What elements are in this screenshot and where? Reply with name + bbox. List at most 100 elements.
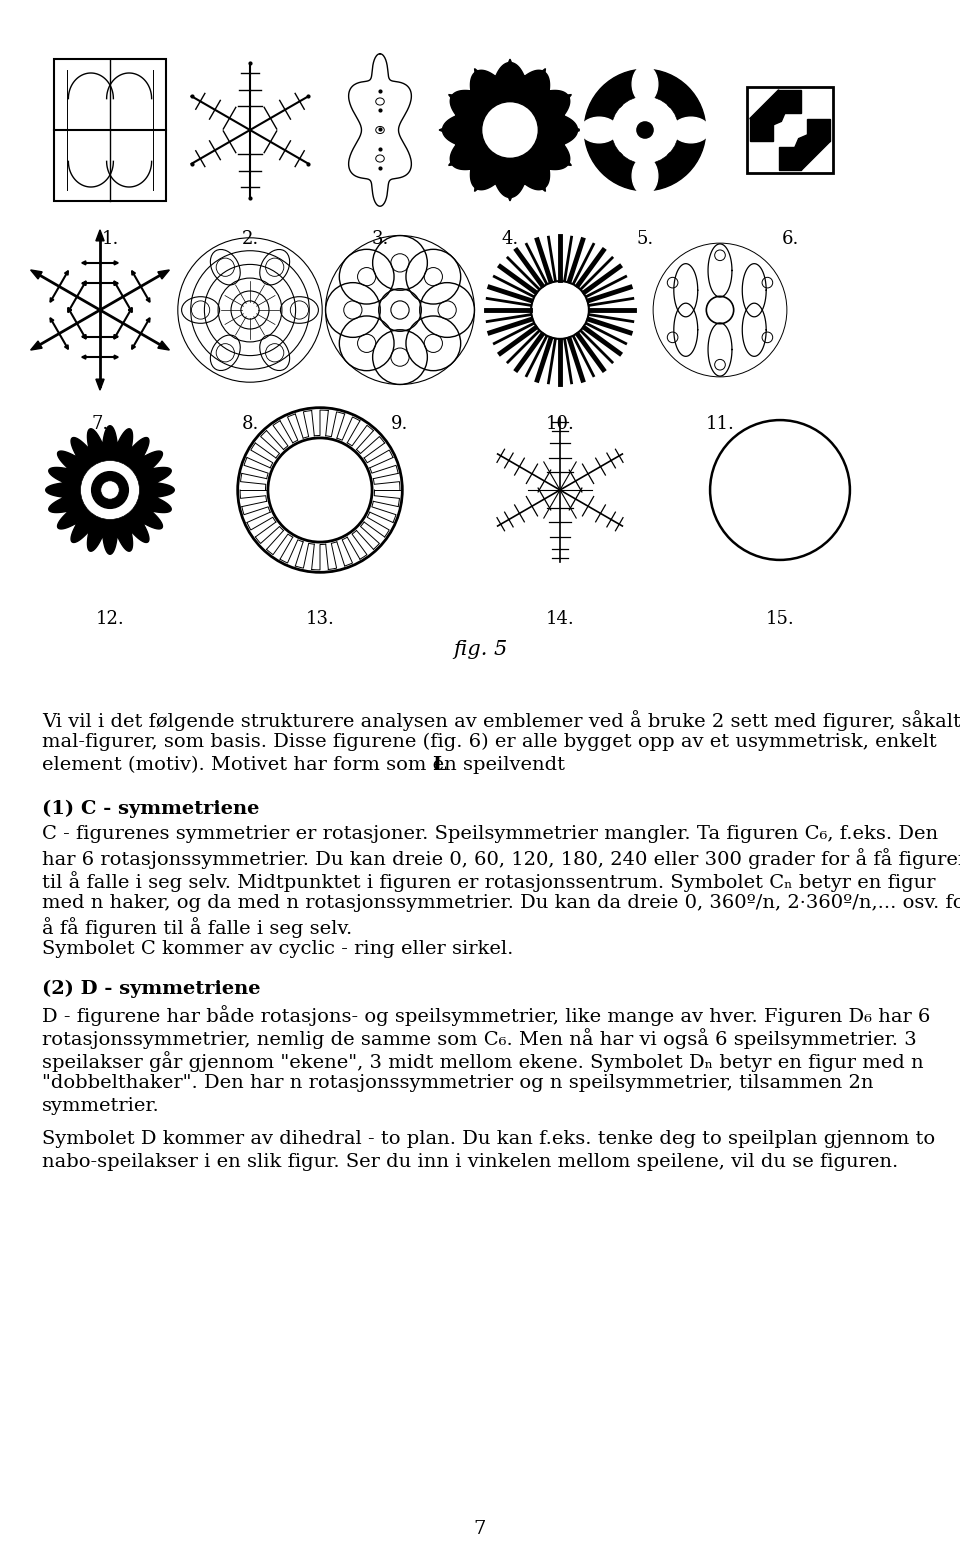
Text: 11.: 11. xyxy=(706,414,734,433)
Polygon shape xyxy=(448,151,466,165)
Ellipse shape xyxy=(633,65,658,103)
Polygon shape xyxy=(532,69,545,86)
Text: (2) D - symmetriene: (2) D - symmetriene xyxy=(42,980,260,999)
Text: 12.: 12. xyxy=(96,611,125,628)
Polygon shape xyxy=(114,335,118,338)
Polygon shape xyxy=(554,151,571,165)
Circle shape xyxy=(585,69,706,190)
Text: Symbolet C kommer av cyclic - ring eller sirkel.: Symbolet C kommer av cyclic - ring eller… xyxy=(42,939,514,958)
Polygon shape xyxy=(114,260,118,265)
Polygon shape xyxy=(114,335,118,340)
Polygon shape xyxy=(46,425,175,555)
Polygon shape xyxy=(157,270,169,279)
Polygon shape xyxy=(82,335,85,338)
Polygon shape xyxy=(96,379,104,390)
Polygon shape xyxy=(31,270,42,279)
Polygon shape xyxy=(114,282,118,285)
Circle shape xyxy=(636,122,653,139)
Text: 3.: 3. xyxy=(372,231,389,248)
Text: D - figurene har både rotasjons- og speilsymmetrier, like mange av hver. Figuren: D - figurene har både rotasjons- og spei… xyxy=(42,1005,930,1027)
Polygon shape xyxy=(129,308,132,313)
Circle shape xyxy=(482,101,539,159)
Ellipse shape xyxy=(633,157,658,195)
Text: 14.: 14. xyxy=(545,611,574,628)
Polygon shape xyxy=(474,174,489,192)
Text: (1) C - symmetriene: (1) C - symmetriene xyxy=(42,799,259,818)
Polygon shape xyxy=(554,95,571,108)
Polygon shape xyxy=(68,308,72,313)
Text: 5.: 5. xyxy=(636,231,654,248)
Polygon shape xyxy=(750,90,790,129)
Text: Symbolet D kommer av dihedral - to plan. Du kan f.eks. tenke deg to speilplan gj: Symbolet D kommer av dihedral - to plan.… xyxy=(42,1130,935,1148)
Ellipse shape xyxy=(672,117,709,143)
Circle shape xyxy=(608,151,623,168)
Text: rotasjonssymmetrier, nemlig de samme som C₆. Men nå har vi også 6 speilsymmetrie: rotasjonssymmetrier, nemlig de samme som… xyxy=(42,1028,917,1049)
Polygon shape xyxy=(82,282,85,285)
Polygon shape xyxy=(64,271,68,276)
Text: fig. 5: fig. 5 xyxy=(453,640,507,659)
Text: 13.: 13. xyxy=(305,611,334,628)
Text: 4.: 4. xyxy=(501,231,518,248)
Text: 2.: 2. xyxy=(241,231,258,248)
Polygon shape xyxy=(68,307,72,312)
Circle shape xyxy=(531,280,588,340)
Text: 1.: 1. xyxy=(102,231,119,248)
Circle shape xyxy=(707,296,733,324)
Polygon shape xyxy=(132,271,135,276)
Circle shape xyxy=(612,97,679,164)
Polygon shape xyxy=(790,129,830,170)
Polygon shape xyxy=(503,59,516,75)
Text: symmetrier.: symmetrier. xyxy=(42,1097,159,1116)
Text: C - figurenes symmetrier er rotasjoner. Speilsymmetrier mangler. Ta figuren C₆, : C - figurenes symmetrier er rotasjoner. … xyxy=(42,826,938,843)
Polygon shape xyxy=(443,62,578,198)
Polygon shape xyxy=(564,123,581,137)
Text: til å falle i seg selv. Midtpunktet i figuren er rotasjonssentrum. Symbolet Cₙ b: til å falle i seg selv. Midtpunktet i fi… xyxy=(42,871,935,891)
Polygon shape xyxy=(64,344,68,349)
Bar xyxy=(54,59,166,201)
Polygon shape xyxy=(474,69,489,86)
Polygon shape xyxy=(503,185,516,201)
Text: speilakser går gjennom "ekene", 3 midt mellom ekene. Symbolet Dₙ betyr en figur : speilakser går gjennom "ekene", 3 midt m… xyxy=(42,1052,924,1072)
Polygon shape xyxy=(83,280,86,285)
Polygon shape xyxy=(83,335,86,340)
Text: mal-figurer, som basis. Disse figurene (fig. 6) er alle bygget opp av et usymmet: mal-figurer, som basis. Disse figurene (… xyxy=(42,732,937,751)
Text: å få figuren til å falle i seg selv.: å få figuren til å falle i seg selv. xyxy=(42,918,352,938)
Circle shape xyxy=(101,481,119,499)
Polygon shape xyxy=(50,298,54,302)
Text: Vi vil i det følgende strukturere analysen av emblemer ved å bruke 2 sett med fi: Vi vil i det følgende strukturere analys… xyxy=(42,710,960,731)
Polygon shape xyxy=(82,355,85,360)
Polygon shape xyxy=(31,341,42,351)
Circle shape xyxy=(666,92,683,109)
Text: 10.: 10. xyxy=(545,414,574,433)
Polygon shape xyxy=(114,355,118,360)
Polygon shape xyxy=(82,260,85,265)
Polygon shape xyxy=(750,118,773,142)
Circle shape xyxy=(91,472,129,508)
Polygon shape xyxy=(779,90,802,112)
Text: 8.: 8. xyxy=(241,414,258,433)
Text: L: L xyxy=(432,756,445,774)
Text: "dobbelthaker". Den har n rotasjonssymmetrier og n speilsymmetrier, tilsammen 2n: "dobbelthaker". Den har n rotasjonssymme… xyxy=(42,1073,874,1092)
Polygon shape xyxy=(129,307,132,312)
Polygon shape xyxy=(779,146,802,170)
Text: nabo-speilakser i en slik figur. Ser du inn i vinkelen mellom speilene, vil du s: nabo-speilakser i en slik figur. Ser du … xyxy=(42,1153,899,1172)
Bar xyxy=(747,87,833,173)
Polygon shape xyxy=(439,123,455,137)
Text: 7.: 7. xyxy=(91,414,108,433)
Polygon shape xyxy=(50,318,54,323)
Polygon shape xyxy=(146,318,150,323)
Text: har 6 rotasjonssymmetrier. Du kan dreie 0, 60, 120, 180, 240 eller 300 grader fo: har 6 rotasjonssymmetrier. Du kan dreie … xyxy=(42,848,960,869)
Text: element (motiv). Motivet har form som en speilvendt: element (motiv). Motivet har form som en… xyxy=(42,756,571,774)
Text: 6.: 6. xyxy=(781,231,799,248)
Text: 9.: 9. xyxy=(392,414,409,433)
Polygon shape xyxy=(157,341,169,351)
Polygon shape xyxy=(448,95,466,108)
Polygon shape xyxy=(146,298,150,302)
Text: 7: 7 xyxy=(474,1521,486,1538)
Circle shape xyxy=(608,92,623,109)
Circle shape xyxy=(666,151,683,168)
Polygon shape xyxy=(132,344,135,349)
Text: 15.: 15. xyxy=(766,611,794,628)
Polygon shape xyxy=(114,280,118,285)
Circle shape xyxy=(81,461,139,519)
